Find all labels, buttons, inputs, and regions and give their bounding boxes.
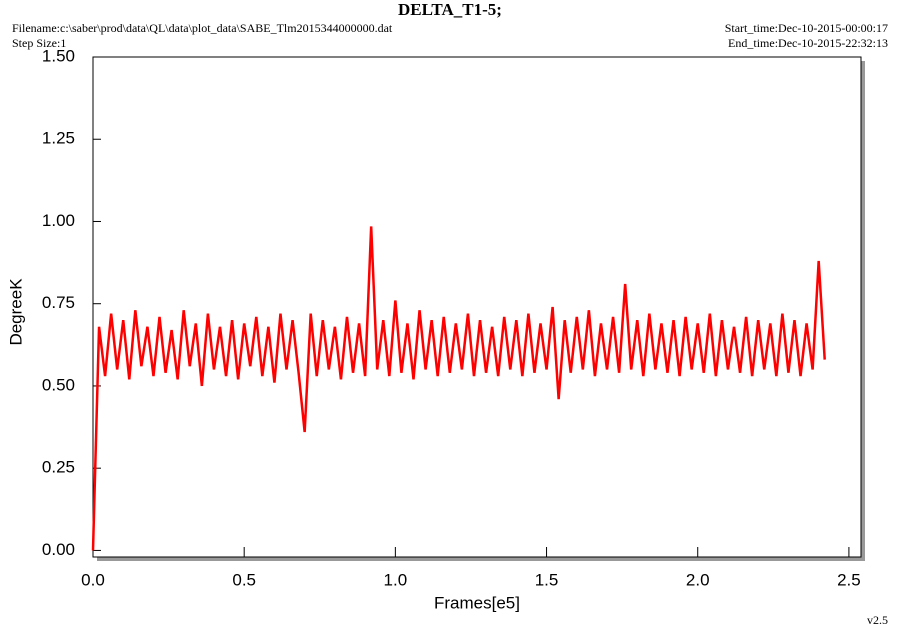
chart-title: DELTA_T1-5; xyxy=(398,0,502,19)
x-tick-label: 0.5 xyxy=(232,570,256,589)
step-size: Step Size:1 xyxy=(12,36,66,50)
filename: Filename:c:\saber\prod\data\QL\data\plot… xyxy=(12,21,393,35)
x-tick-label: 1.5 xyxy=(535,570,559,589)
y-tick-label: 0.50 xyxy=(42,375,75,394)
x-axis-label: Frames[e5] xyxy=(434,593,520,612)
y-tick-label: 1.00 xyxy=(42,211,75,230)
y-tick-label: 0.75 xyxy=(42,293,75,312)
end-time: End_time:Dec-10-2015-22:32:13 xyxy=(728,36,888,50)
x-tick-label: 0.0 xyxy=(81,570,105,589)
y-tick-label: 0.25 xyxy=(42,458,75,477)
x-tick-label: 1.0 xyxy=(384,570,408,589)
y-tick-label: 0.00 xyxy=(42,540,75,559)
data-line xyxy=(91,226,826,551)
x-tick-label: 2.0 xyxy=(686,570,710,589)
y-tick-label: 1.25 xyxy=(42,129,75,148)
start-time: Start_time:Dec-10-2015-00:00:17 xyxy=(725,21,888,35)
version: v2.5 xyxy=(867,613,888,627)
plot-area xyxy=(92,56,862,558)
x-tick-label: 2.5 xyxy=(837,570,861,589)
y-tick-label: 1.50 xyxy=(42,46,75,65)
y-axis-label: DegreeK xyxy=(6,278,25,346)
